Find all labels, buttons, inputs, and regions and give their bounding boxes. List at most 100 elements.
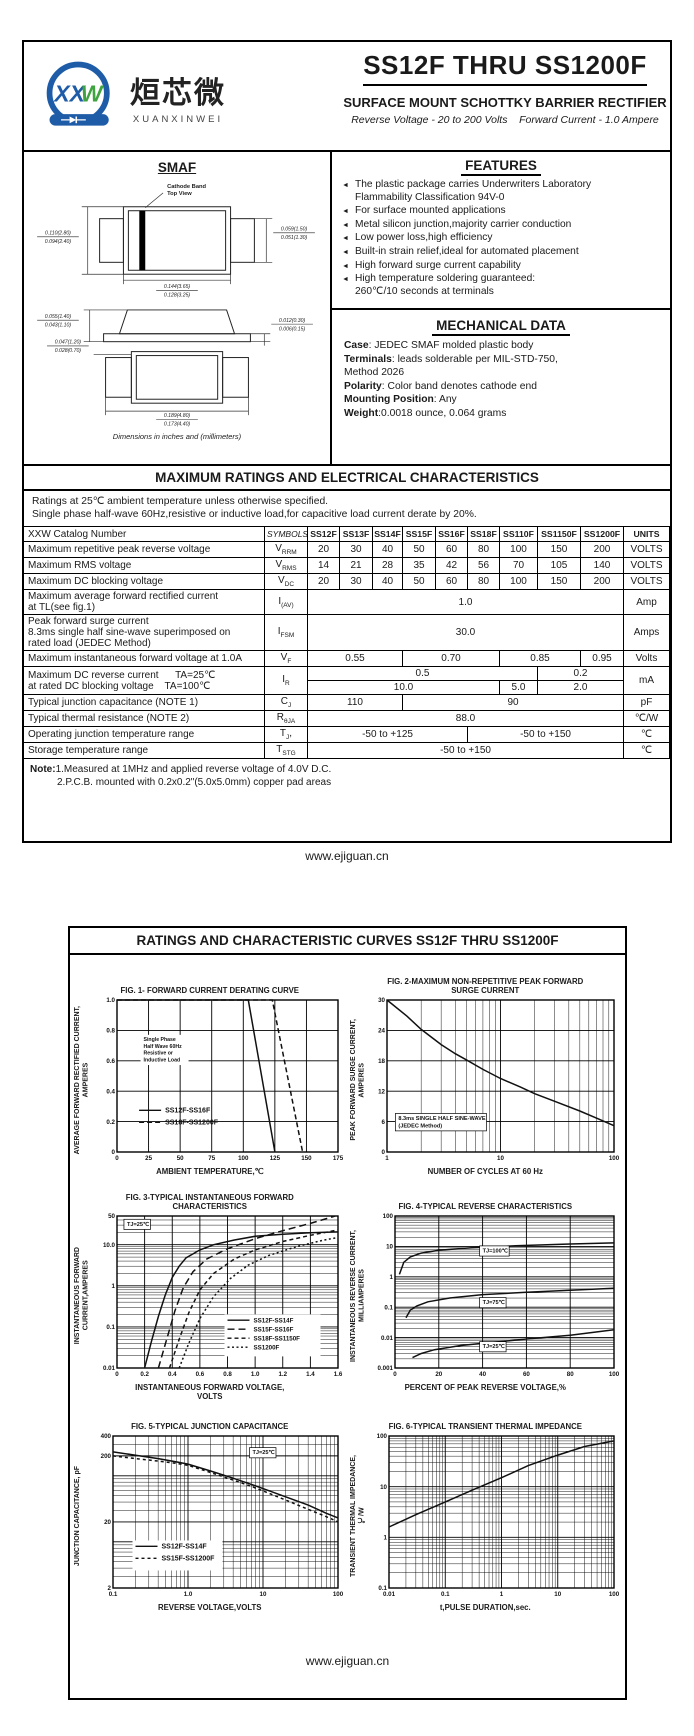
svg-text:1: 1 (385, 1155, 389, 1162)
svg-text:100: 100 (609, 1591, 620, 1598)
table-cell: 80 (467, 573, 500, 590)
mechanical-data-section: MECHANICAL DATA Case: JEDEC SMAF molded … (332, 310, 670, 464)
dimensions-note: Dimensions in inches and (millimeters) (112, 432, 242, 441)
table-cell: 140 (580, 557, 624, 574)
figure-x-axis-label: REVERSE VOLTAGE,VOLTS (157, 1603, 262, 1612)
table-cell: 30.0 (307, 614, 624, 651)
table-cell: 150 (537, 573, 581, 590)
table-cell: 10.0 (307, 680, 500, 695)
svg-text:1: 1 (112, 1283, 116, 1290)
svg-text:0.8: 0.8 (223, 1371, 232, 1378)
table-cell: Maximum DC blocking voltage (23, 573, 265, 590)
svg-text:10: 10 (386, 1244, 393, 1251)
tagline: Reverse Voltage - 20 to 200 Volts Forwar… (351, 114, 659, 126)
table-cell: SS1200F (580, 526, 624, 542)
table-cell: 100 (499, 573, 538, 590)
figure-plot: 8.3ms SINGLE HALF SINE-WAVE(JEDEC Method… (378, 997, 620, 1162)
table-cell: VF (264, 650, 308, 667)
table-cell: 110 (307, 694, 403, 711)
svg-text:20: 20 (435, 1371, 442, 1378)
svg-text:1.2: 1.2 (279, 1371, 288, 1378)
table-cell: I(AV) (264, 589, 308, 615)
svg-text:175: 175 (333, 1155, 344, 1162)
svg-text:75: 75 (209, 1155, 216, 1162)
table-cell: 1.0 (307, 589, 624, 615)
table-cell: mA (623, 666, 670, 695)
svg-text:30: 30 (378, 997, 385, 1004)
package-and-features: SMAF (24, 152, 670, 464)
table-cell: 50 (402, 573, 436, 590)
svg-text:100: 100 (609, 1155, 620, 1162)
svg-text:XX: XX (52, 81, 86, 107)
svg-text:0.055(1.40): 0.055(1.40) (45, 314, 72, 320)
table-cell: VOLTS (623, 541, 670, 558)
table-cell: Typical junction capacitance (NOTE 1) (23, 694, 265, 711)
condition-line: Single phase half-wave 60Hz,resistive or… (32, 509, 477, 520)
svg-text:1.6: 1.6 (334, 1371, 343, 1378)
features-section: FEATURES The plastic package carries Und… (332, 152, 670, 310)
figure-y-axis-label: INSTANTANEOUS FORWARD CURRENT,AMPERES (74, 1247, 90, 1345)
dimension-lines (81, 192, 273, 416)
table-cell: VOLTS (623, 573, 670, 590)
feature-item: For surface mounted applications (342, 205, 660, 218)
svg-text:0.2: 0.2 (141, 1371, 150, 1378)
svg-text:0.189(4.80): 0.189(4.80) (164, 413, 191, 419)
table-cell: IFSM (264, 614, 308, 651)
table-cell: 20 (307, 541, 340, 558)
figure-y-axis-label: AVERAGE FORWARD RECTIFIED CURRENT, AMPER… (74, 1005, 90, 1155)
svg-text:SS15F-SS16F: SS15F-SS16F (254, 1326, 294, 1333)
table-cell: 0.70 (402, 650, 500, 667)
table-cell: 35 (402, 557, 436, 574)
table-cell: 40 (372, 541, 403, 558)
package-drawing: 0.110(2.80) 0.094(2.40) 0.059(1.50) 0.051(1… (37, 184, 315, 428)
svg-text:0.6: 0.6 (107, 1058, 116, 1065)
ratings-section-title: MAXIMUM RATINGS AND ELECTRICAL CHARACTER… (24, 464, 670, 491)
table-cell: 40 (372, 573, 403, 590)
figure-title: FIG. 1- FORWARD CURRENT DERATING CURVE (120, 986, 299, 995)
svg-text:TJ=100℃: TJ=100℃ (482, 1247, 508, 1254)
table-cell: SS16F (435, 526, 468, 542)
features-and-mechanical: FEATURES The plastic package carries Und… (332, 152, 670, 464)
svg-text:0.043(1.10): 0.043(1.10) (45, 322, 72, 328)
svg-text:1: 1 (383, 1535, 387, 1542)
logo-mark-icon: XX W (46, 61, 110, 126)
svg-text:Cathode Band: Cathode Band (167, 184, 206, 190)
svg-text:0.2: 0.2 (107, 1119, 116, 1126)
svg-text:0.173(4.40): 0.173(4.40) (164, 422, 191, 427)
table-cell: Volts (623, 650, 670, 667)
table-row: Maximum DC blocking voltage VDC 20 30 40 50 60… (23, 573, 670, 590)
svg-text:1: 1 (389, 1274, 393, 1281)
svg-text:0.028(0.70): 0.028(0.70) (55, 348, 82, 354)
table-cell: -50 to +150 (307, 742, 624, 759)
svg-text:0.01: 0.01 (383, 1591, 396, 1598)
figure-3: FIG. 3-TYPICAL INSTANTANEOUS FORWARD CHA… (72, 1193, 348, 1401)
svg-text:0: 0 (116, 1371, 120, 1378)
svg-text:TJ=25℃: TJ=25℃ (127, 1221, 150, 1228)
table-cell: 150 (537, 541, 581, 558)
svg-text:1.0: 1.0 (107, 997, 116, 1004)
svg-text:Resistive or: Resistive or (144, 1051, 173, 1057)
table-cell: 0.55 (307, 650, 403, 667)
table-cell: -50 to +125 (307, 726, 468, 743)
figure-title: FIG. 4-TYPICAL REVERSE CHARACTERISTICS (398, 1202, 573, 1211)
figure-title: FIG. 6-TYPICAL TRANSIENT THERMAL IMPEDAN… (388, 1422, 582, 1431)
svg-text:TJ=25℃: TJ=25℃ (253, 1449, 276, 1456)
svg-text:0.094(2.40): 0.094(2.40) (45, 239, 72, 245)
svg-text:0.1: 0.1 (109, 1591, 118, 1598)
table-cell: SS1150F (537, 526, 581, 542)
table-row: XXW Catalog Number SYMBOLS SS12F SS13F SS14F… (23, 526, 670, 542)
table-cell: SYMBOLS (264, 526, 308, 542)
svg-text:400: 400 (101, 1433, 112, 1440)
table-cell: 70 (499, 557, 538, 574)
svg-text:SS1200F: SS1200F (254, 1344, 280, 1351)
svg-text:24: 24 (378, 1028, 385, 1035)
table-cell: 200 (580, 541, 624, 558)
svg-text:SS12F-SS16F: SS12F-SS16F (165, 1107, 211, 1114)
feature-item: High forward surge current capability (342, 260, 660, 273)
table-cell: pF (623, 694, 670, 711)
svg-text:SS18F-SS1150F: SS18F-SS1150F (254, 1335, 301, 1342)
curves-section-title: RATINGS AND CHARACTERISTIC CURVES SS12F … (70, 928, 625, 955)
svg-text:1: 1 (500, 1591, 504, 1598)
